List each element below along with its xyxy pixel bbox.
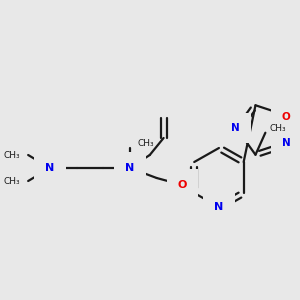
Text: N: N: [45, 163, 55, 173]
Text: O: O: [282, 112, 291, 122]
Text: CH₃: CH₃: [138, 140, 154, 148]
Text: N: N: [214, 202, 224, 212]
Text: CH₃: CH₃: [4, 151, 20, 160]
Text: CH₃: CH₃: [4, 176, 20, 185]
Text: O: O: [178, 180, 187, 190]
Text: N: N: [282, 138, 291, 148]
Text: N: N: [125, 163, 135, 173]
Text: N: N: [231, 123, 240, 133]
Text: CH₃: CH₃: [269, 124, 286, 133]
